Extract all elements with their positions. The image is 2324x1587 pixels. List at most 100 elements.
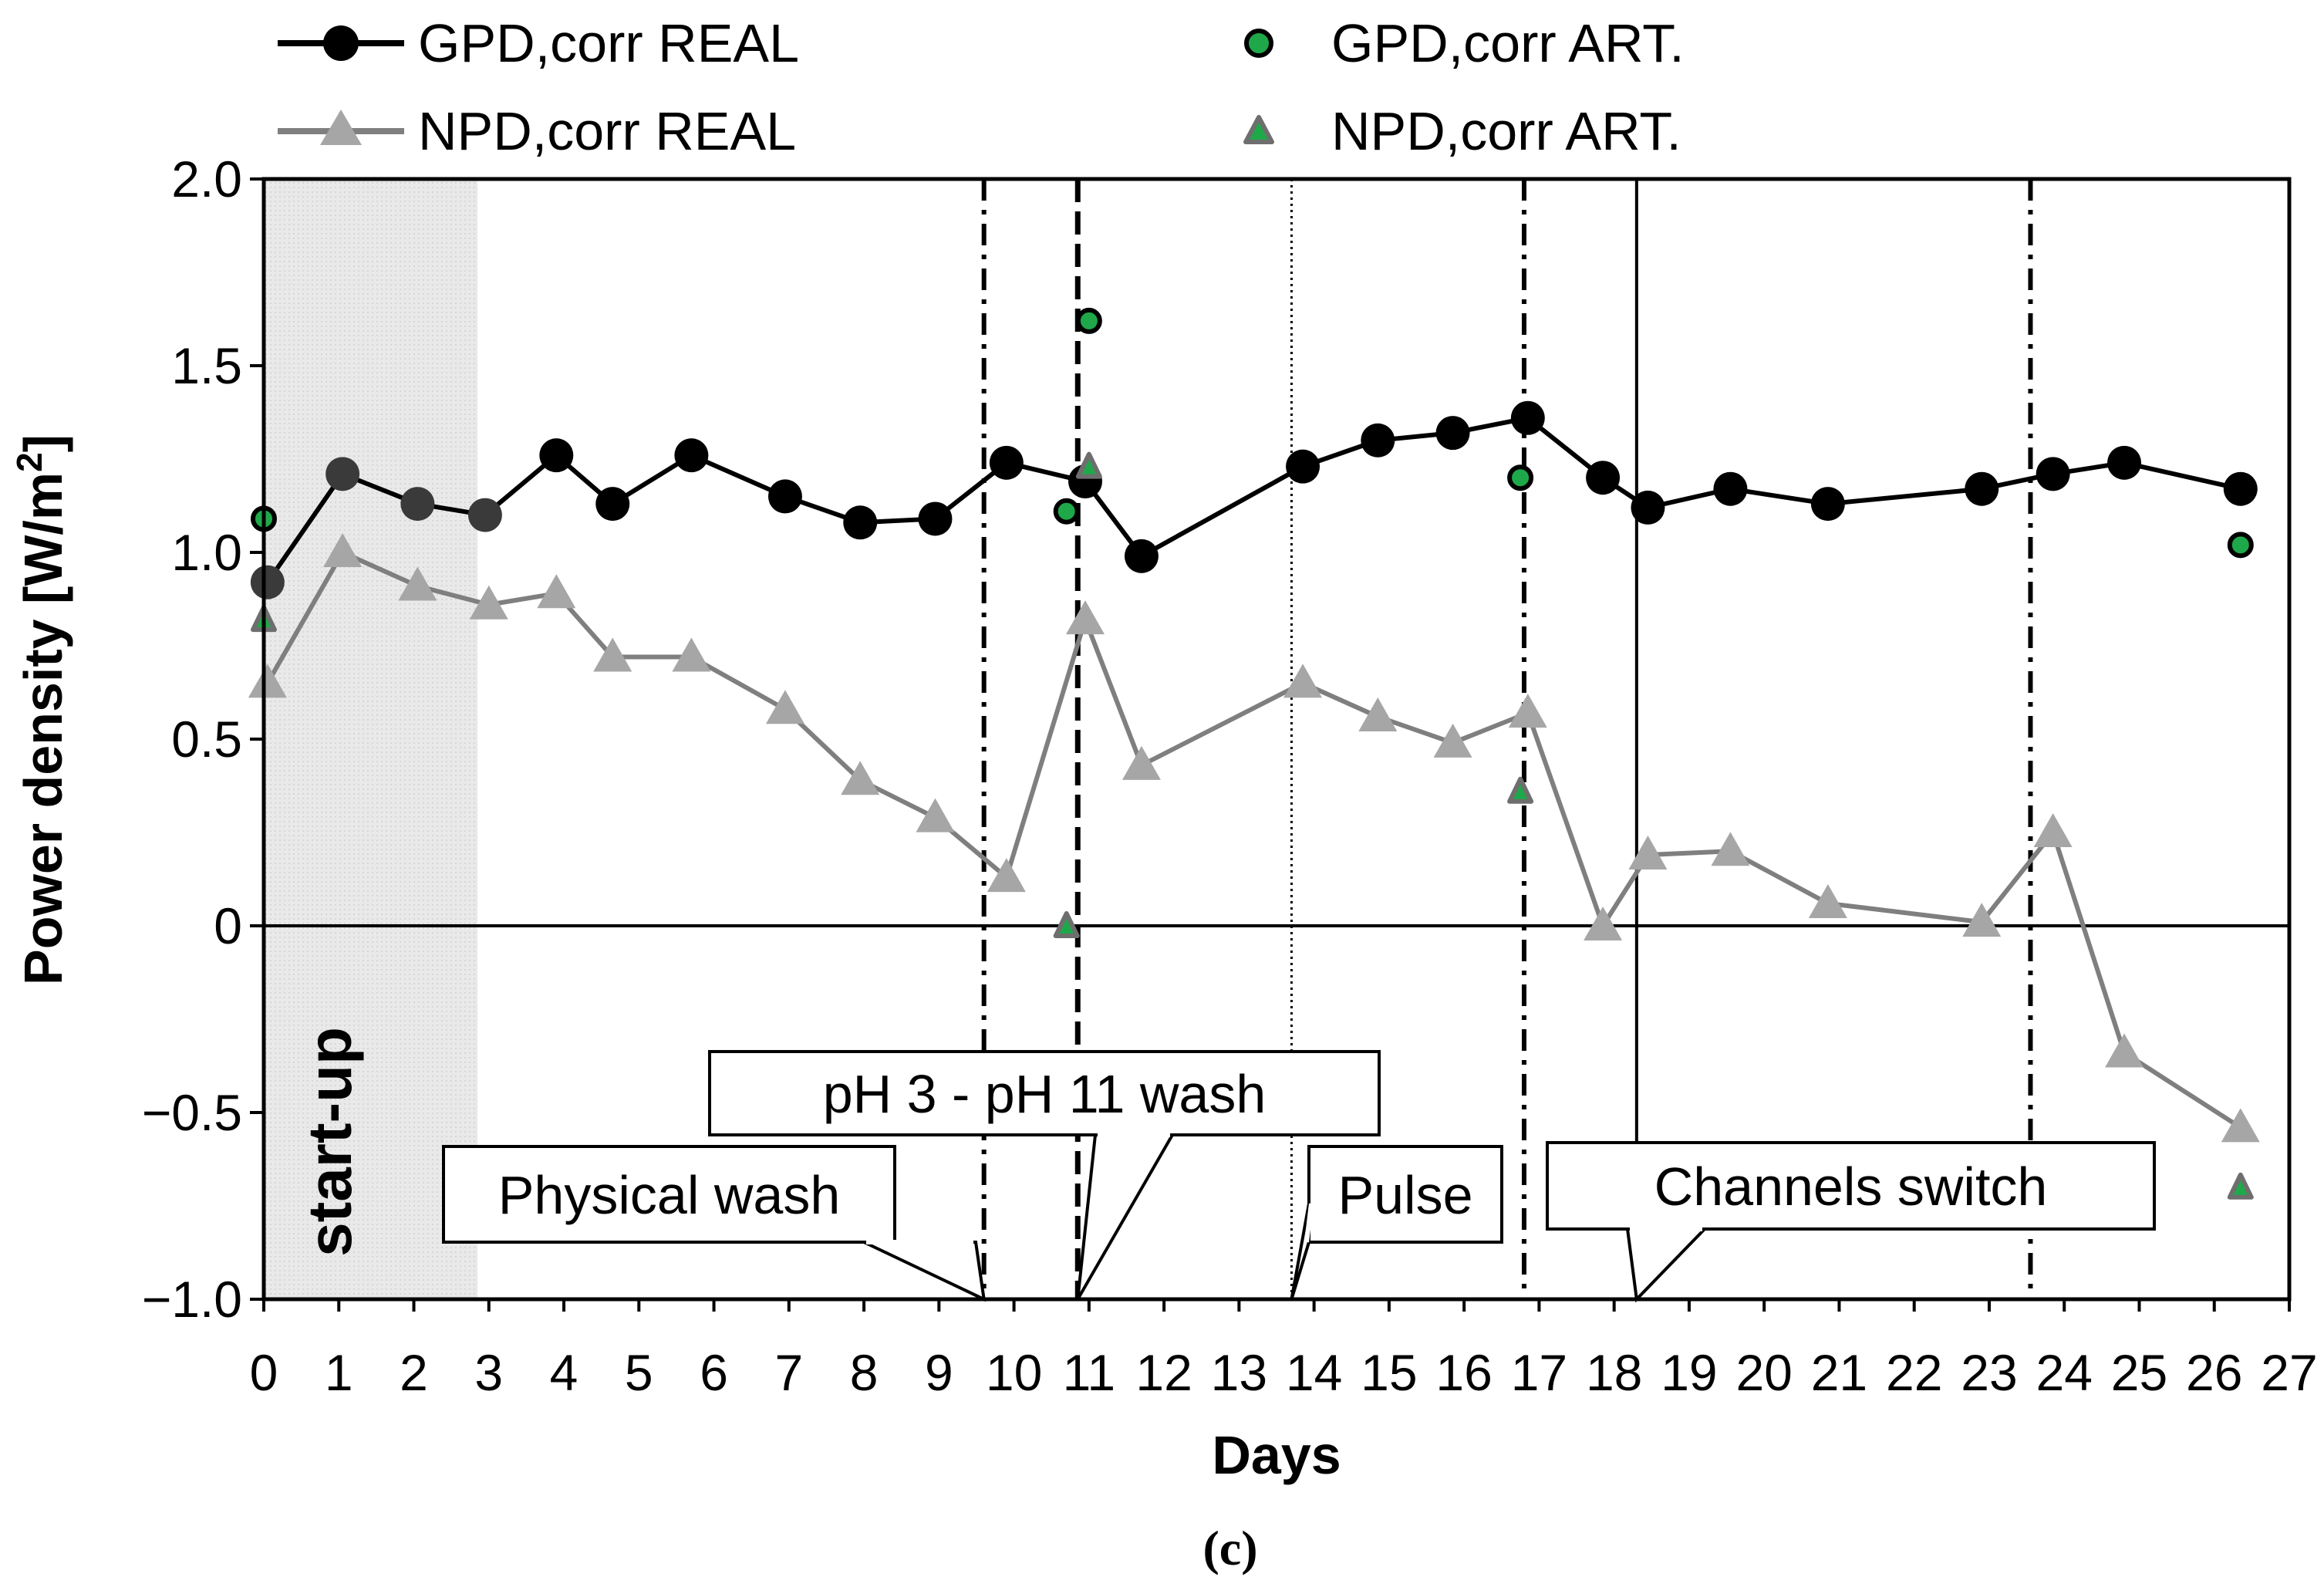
npd-real-point <box>2033 813 2073 847</box>
x-tick-label: 27 <box>2261 1344 2317 1401</box>
npd-real-point <box>593 637 632 672</box>
npd-real-point <box>2105 1033 2144 1068</box>
callout-0: Physical wash <box>442 1145 987 1302</box>
npd-art-point <box>2227 1172 2254 1200</box>
gpd-real-point <box>767 479 802 514</box>
x-tick-label: 23 <box>1961 1344 2017 1401</box>
x-axis-title: Days <box>1212 1425 1341 1485</box>
callout-pointer <box>863 1241 987 1302</box>
gpd-real-point <box>539 438 574 473</box>
gpd-real-point <box>2223 471 2258 506</box>
legend-item-npd-art: NPD,corr ART. <box>1243 101 1681 161</box>
x-tick-label: 22 <box>1886 1344 1942 1401</box>
x-tick-label: 6 <box>700 1344 728 1401</box>
gpd-art-point <box>1075 307 1102 334</box>
x-tick-label: 9 <box>925 1344 953 1401</box>
npd-real-point <box>841 761 880 795</box>
npd-real-point <box>765 690 804 724</box>
npd-real-point <box>2221 1108 2260 1143</box>
npd-real-point <box>1508 694 1547 728</box>
gpd-real-point <box>595 487 630 522</box>
legend-gpd-real-label: GPD,corr REAL <box>418 13 799 73</box>
legend-npd-art-label: NPD,corr ART. <box>1331 101 1681 161</box>
legend-item-gpd-art: GPD,corr ART. <box>1244 13 1685 73</box>
x-tick-label: 10 <box>986 1344 1042 1401</box>
x-tick-label: 20 <box>1735 1344 1792 1401</box>
npd-real-point <box>672 637 711 672</box>
gpd-real-point <box>1713 471 1748 506</box>
npd-real-point <box>1065 600 1105 635</box>
npd-real-point <box>987 858 1026 893</box>
gpd-real-point <box>250 565 285 599</box>
y-tick-label: −1.0 <box>142 1271 242 1328</box>
panel-label: (c) <box>1202 1521 1257 1575</box>
gpd-real-point <box>325 457 360 491</box>
x-tick-label: 2 <box>400 1344 428 1401</box>
gpd-real-point <box>1631 490 1665 525</box>
series-line-1 <box>265 550 2242 1129</box>
gpd-real-point <box>1810 487 1845 522</box>
npd-real-point <box>916 798 955 832</box>
gpd-real-point <box>918 501 953 536</box>
series-markers <box>248 307 2260 1200</box>
legend-npd-real-marker <box>320 110 362 145</box>
y-axis-title-main: Power density [W/m <box>13 472 73 985</box>
x-tick-label: 24 <box>2036 1344 2093 1401</box>
annotation-callouts: Physical wash pH 3 - pH 11 wash Pulse Chann… <box>442 1050 2156 1303</box>
gpd-real-point <box>1435 416 1470 451</box>
y-tick-label: 0.5 <box>171 711 242 768</box>
x-tick-label: 8 <box>850 1344 879 1401</box>
x-ticks: 0 1 2 3 4 5 6 7 8 9 10 11 12 13 14 15 16 17 18 19 20 21 22 23 24… <box>250 1299 2318 1401</box>
npd-real-point <box>1584 907 1623 940</box>
npd-art-point <box>1075 451 1102 479</box>
x-tick-label: 3 <box>474 1344 503 1401</box>
x-tick-label: 4 <box>550 1344 578 1401</box>
x-tick-label: 5 <box>625 1344 653 1401</box>
x-tick-label: 19 <box>1661 1344 1717 1401</box>
callout-1: pH 3 - pH 11 wash <box>708 1050 1381 1300</box>
x-tick-label: 17 <box>1511 1344 1567 1401</box>
callout-box <box>1546 1141 2156 1231</box>
gpd-real-point <box>1286 449 1321 484</box>
gpd-real-point <box>674 438 709 473</box>
npd-real-point <box>1808 883 1847 918</box>
npd-real-point <box>248 664 287 698</box>
gpd-real-point <box>2107 445 2142 480</box>
legend-gpd-real-marker <box>323 25 359 61</box>
callout-2: Pulse <box>1290 1145 1503 1300</box>
plot-frame <box>261 177 2292 1302</box>
gpd-real-point <box>843 505 878 540</box>
npd-real-point <box>1962 903 2002 937</box>
legend-gpd-art-label: GPD,corr ART. <box>1331 13 1685 73</box>
npd-real-point <box>1711 832 1750 866</box>
npd-real-point <box>537 574 576 609</box>
x-tick-label: 0 <box>250 1344 278 1401</box>
gpd-real-point <box>400 487 435 522</box>
gpd-real-point <box>467 498 502 532</box>
x-tick-label: 25 <box>2111 1344 2167 1401</box>
gpd-art-point <box>1053 498 1080 525</box>
gpd-real-point <box>989 445 1024 480</box>
legend: GPD,corr REAL NPD,corr REAL GPD,corr ART… <box>278 13 1685 161</box>
x-tick-label: 12 <box>1135 1344 1192 1401</box>
callout-label: pH 3 - pH 11 wash <box>823 1064 1267 1124</box>
npd-real-point <box>1433 723 1472 758</box>
npd-real-point <box>1358 697 1398 731</box>
legend-item-gpd-real: GPD,corr REAL <box>278 13 799 73</box>
series-lines <box>265 415 2242 1129</box>
x-tick-label: 1 <box>325 1344 353 1401</box>
startup-region <box>264 179 478 1299</box>
npd-real-point <box>398 566 437 601</box>
x-tick-label: 7 <box>774 1344 803 1401</box>
y-ticks: 2.0 1.5 1.0 0.5 0 −0.5 −1.0 <box>142 150 264 1328</box>
npd-art-point <box>1053 911 1080 938</box>
gpd-real-point <box>2036 457 2070 491</box>
npd-real-point <box>1628 836 1668 870</box>
npd-real-point <box>323 533 363 567</box>
legend-npd-art-marker <box>1243 115 1274 144</box>
x-tick-label: 15 <box>1361 1344 1417 1401</box>
callout-pointer <box>1290 1203 1310 1300</box>
callout-3: Channels switch <box>1546 1141 2156 1303</box>
y-tick-label: 0 <box>214 897 242 954</box>
gpd-real-point <box>1124 539 1159 573</box>
